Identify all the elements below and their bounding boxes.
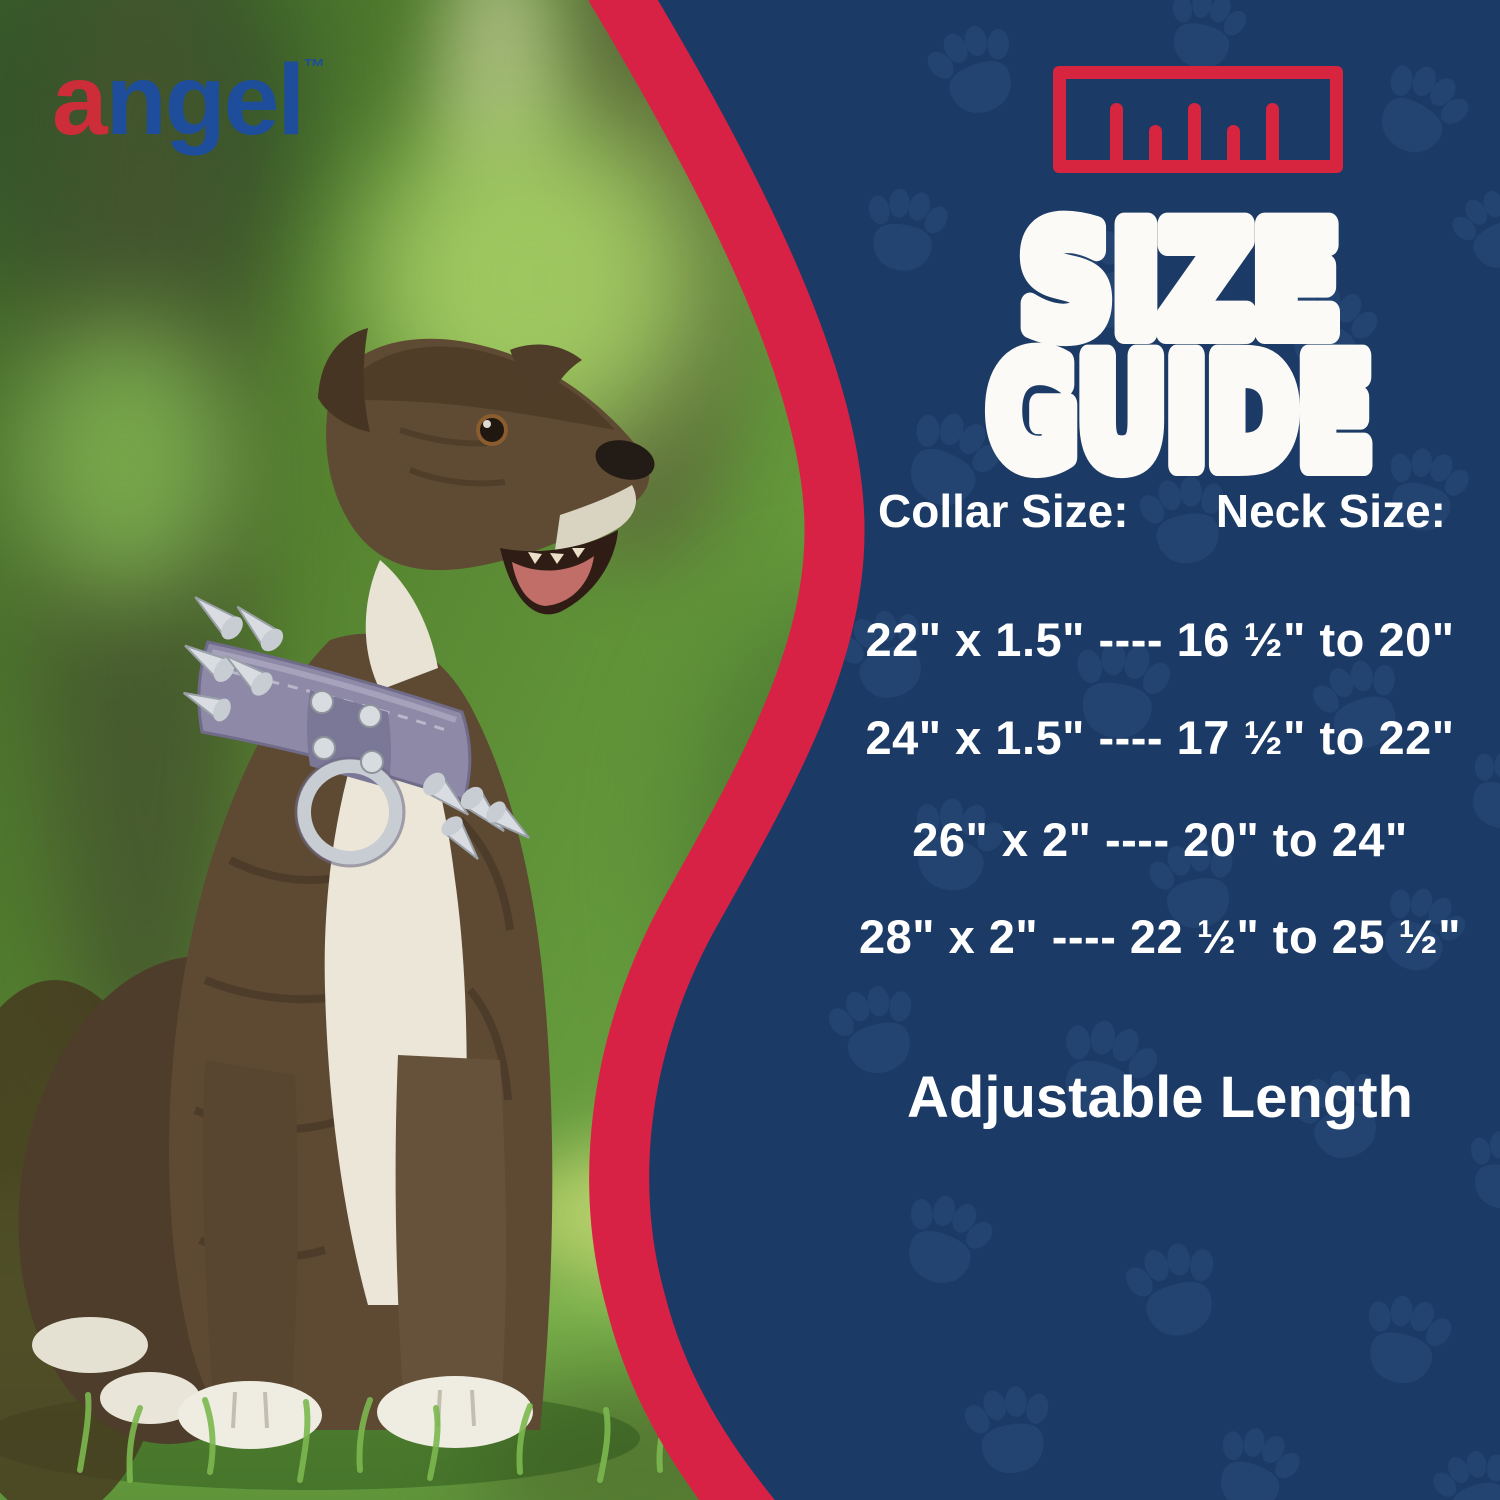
panel-background	[649, 0, 1500, 1500]
spiked-collar	[183, 596, 530, 868]
ruler-tick	[1188, 103, 1201, 160]
brand-logo-rest: ngel	[105, 44, 306, 156]
size-row: 26" x 2" ---- 20" to 24"	[912, 813, 1408, 866]
ruler-tick	[1266, 103, 1279, 160]
size-row: 28" x 2" ---- 22 ½" to 25 ½"	[858, 910, 1462, 963]
size-guide-title: SIZE GUIDE	[977, 184, 1384, 512]
sunlit-foliage	[10, 320, 240, 600]
trademark-symbol: ™	[303, 54, 326, 79]
brand-logo-first-letter: a	[52, 44, 108, 156]
size-row: 22" x 1.5" ---- 16 ½" to 20"	[865, 613, 1455, 666]
title-line-1: SIZE	[1020, 195, 1340, 369]
adjustable-length-label: Adjustable Length	[907, 1065, 1413, 1130]
neck-size-header: Neck Size:	[1215, 485, 1446, 537]
collar-spikes	[183, 596, 530, 860]
size-table-headers: Collar Size: Neck Size:	[878, 484, 1446, 538]
size-table: 22" x 1.5" ---- 16 ½" to 20" 24" x 1.5" …	[848, 0, 1472, 1500]
title-line-2: GUIDE	[988, 327, 1373, 501]
ruler-tick	[1149, 125, 1162, 160]
collar-size-header: Collar Size:	[878, 485, 1129, 537]
size-row: 24" x 1.5" ---- 17 ½" to 22"	[865, 711, 1455, 764]
brand-logo: angel™	[52, 50, 325, 150]
ruler-icon	[1053, 66, 1343, 173]
ruler-tick	[1227, 125, 1240, 160]
ruler-tick	[1110, 103, 1123, 160]
